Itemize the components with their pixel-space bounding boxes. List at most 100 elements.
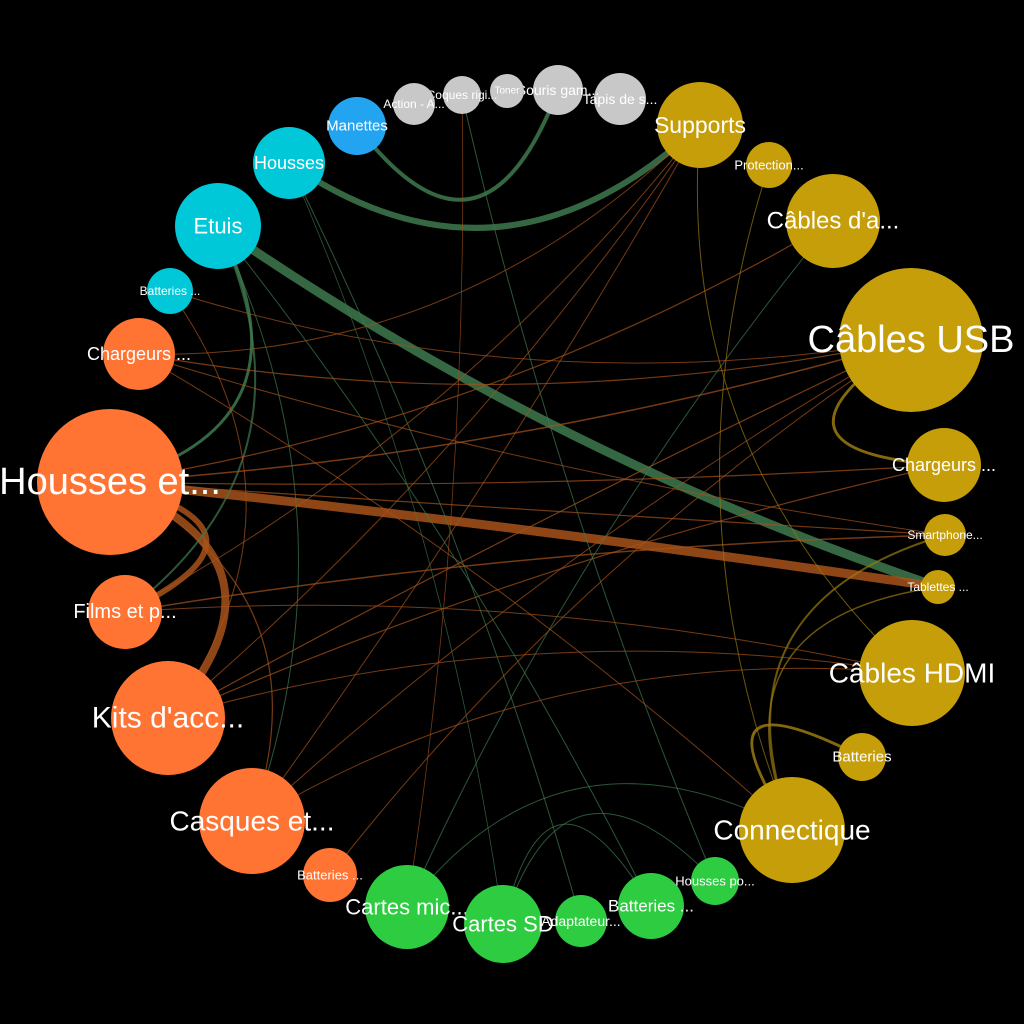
- node-circle-casques[interactable]: [199, 768, 305, 874]
- node-label-films-et: Films et p...: [73, 601, 176, 623]
- node-circle-etuis[interactable]: [175, 183, 261, 269]
- node-circle-chargeurs-orange[interactable]: [103, 318, 175, 390]
- node-films-et[interactable]: Films et p...: [73, 575, 177, 649]
- node-manettes[interactable]: Manettes: [326, 97, 388, 155]
- node-label-toner: Toner: [494, 86, 520, 97]
- nodes-layer: Housses et... Films et p... Kits d'acc... C…: [0, 65, 1014, 963]
- node-circle-tapis[interactable]: [594, 73, 646, 125]
- edge-casques-supports: [251, 124, 701, 822]
- node-circle-cables-usb[interactable]: [839, 268, 983, 412]
- node-circle-toner[interactable]: [490, 74, 524, 108]
- node-toner[interactable]: Toner: [490, 74, 524, 108]
- node-circle-action[interactable]: [393, 83, 435, 125]
- node-housses-po[interactable]: Housses po...: [675, 857, 755, 905]
- node-cartes-mic[interactable]: Cartes mic...: [345, 865, 469, 949]
- node-label-housses-et: Housses et...: [0, 461, 221, 503]
- node-etuis[interactable]: Etuis: [175, 183, 261, 269]
- node-label-coques: Coques rigi...: [427, 88, 498, 102]
- node-label-souris: Souris gam...: [517, 82, 599, 98]
- node-circle-tablettes[interactable]: [921, 570, 955, 604]
- node-batteries-orange[interactable]: Batteries ...: [297, 848, 363, 902]
- node-circle-housses-et[interactable]: [37, 409, 183, 555]
- node-connectique[interactable]: Connectique: [713, 777, 871, 883]
- edge-films-et-smartphone: [124, 534, 946, 613]
- node-smartphone[interactable]: Smartphone...: [907, 514, 983, 556]
- node-label-manettes: Manettes: [326, 118, 388, 135]
- node-label-connectique: Connectique: [713, 815, 870, 846]
- node-label-smartphone: Smartphone...: [907, 528, 982, 542]
- edge-housses-et-tablettes: [109, 477, 939, 592]
- edge-housses-cyan-cartes-sd: [288, 162, 504, 925]
- node-kits-acc[interactable]: Kits d'acc...: [92, 661, 244, 775]
- node-batteries-green[interactable]: Batteries ...: [608, 873, 694, 939]
- node-cables-usb[interactable]: Câbles USB: [808, 268, 1015, 412]
- edge-chargeurs-orange-supports: [138, 124, 701, 355]
- edge-films-et-supports: [124, 124, 701, 613]
- node-circle-films-et[interactable]: [88, 575, 162, 649]
- edge-housses-et-cables-usb: [109, 339, 912, 483]
- edge-casques-cables-usb: [251, 339, 912, 822]
- node-chargeurs-gold[interactable]: Chargeurs ...: [892, 428, 996, 502]
- node-batteries-cyan[interactable]: Batteries ...: [140, 268, 201, 314]
- node-label-housses-cyan: Housses: [254, 153, 324, 173]
- node-circle-souris[interactable]: [533, 65, 583, 115]
- node-casques[interactable]: Casques et...: [170, 768, 335, 874]
- node-cartes-sd[interactable]: Cartes SD: [452, 885, 554, 963]
- node-label-casques: Casques et...: [170, 806, 335, 837]
- edge-etuis-films-et: [124, 225, 257, 613]
- node-circle-kits-acc[interactable]: [111, 661, 225, 775]
- node-batteries-gold[interactable]: Batteries: [832, 733, 892, 781]
- edge-cartes-mic-cables-da: [406, 220, 834, 908]
- node-circle-cables-da[interactable]: [786, 174, 880, 268]
- node-circle-manettes[interactable]: [328, 97, 386, 155]
- node-circle-cartes-mic[interactable]: [365, 865, 449, 949]
- node-circle-connectique[interactable]: [739, 777, 845, 883]
- node-circle-batteries-cyan[interactable]: [147, 268, 193, 314]
- node-label-cartes-mic: Cartes mic...: [345, 895, 468, 920]
- edge-films-et-cables-hdmi: [124, 604, 913, 674]
- node-tapis[interactable]: Tapis de s...: [583, 73, 658, 125]
- node-circle-adaptateur[interactable]: [555, 895, 607, 947]
- edge-connectique-smartphone: [769, 534, 946, 831]
- node-label-protection: Protection...: [734, 158, 803, 173]
- node-circle-cartes-sd[interactable]: [464, 885, 542, 963]
- node-label-batteries-green: Batteries ...: [608, 897, 694, 916]
- node-protection[interactable]: Protection...: [734, 142, 804, 188]
- node-coques[interactable]: Coques rigi...: [427, 76, 498, 114]
- node-housses-cyan[interactable]: Housses: [253, 127, 325, 199]
- node-action[interactable]: Action - A...: [383, 83, 445, 125]
- node-souris[interactable]: Souris gam...: [517, 65, 599, 115]
- node-circle-cables-hdmi[interactable]: [859, 620, 965, 726]
- node-label-etuis: Etuis: [194, 214, 243, 239]
- node-housses-et[interactable]: Housses et...: [0, 409, 221, 555]
- node-cables-da[interactable]: Câbles d'a...: [767, 174, 900, 268]
- node-label-action: Action - A...: [383, 97, 444, 111]
- node-label-batteries-gold: Batteries: [832, 749, 891, 766]
- node-circle-chargeurs-gold[interactable]: [907, 428, 981, 502]
- node-circle-batteries-gold[interactable]: [838, 733, 886, 781]
- edge-housses-cyan-supports: [287, 122, 703, 231]
- edge-etuis-casques: [217, 225, 299, 822]
- node-label-housses-po: Housses po...: [675, 874, 755, 889]
- node-circle-housses-cyan[interactable]: [253, 127, 325, 199]
- edge-batteries-cyan-cables-usb: [169, 290, 912, 364]
- edge-kits-acc-batteries-cyan: [167, 290, 247, 719]
- node-circle-batteries-green[interactable]: [618, 873, 684, 939]
- node-supports[interactable]: Supports: [654, 82, 746, 168]
- node-circle-housses-po[interactable]: [691, 857, 739, 905]
- node-circle-protection[interactable]: [746, 142, 792, 188]
- node-label-supports: Supports: [654, 112, 746, 138]
- edge-batteries-orange-cables-usb: [329, 339, 912, 876]
- node-circle-supports[interactable]: [657, 82, 743, 168]
- node-chargeurs-orange[interactable]: Chargeurs ...: [87, 318, 191, 390]
- node-cables-hdmi[interactable]: Câbles HDMI: [829, 620, 995, 726]
- node-tablettes[interactable]: Tablettes ...: [907, 570, 969, 604]
- edge-kits-acc-supports: [167, 124, 701, 719]
- node-circle-coques[interactable]: [443, 76, 481, 114]
- node-label-adaptateur: Adaptateur...: [541, 913, 620, 929]
- edge-coques-cartes-mic: [406, 94, 464, 908]
- node-adaptateur[interactable]: Adaptateur...: [541, 895, 621, 947]
- node-circle-smartphone[interactable]: [924, 514, 966, 556]
- node-circle-batteries-orange[interactable]: [303, 848, 357, 902]
